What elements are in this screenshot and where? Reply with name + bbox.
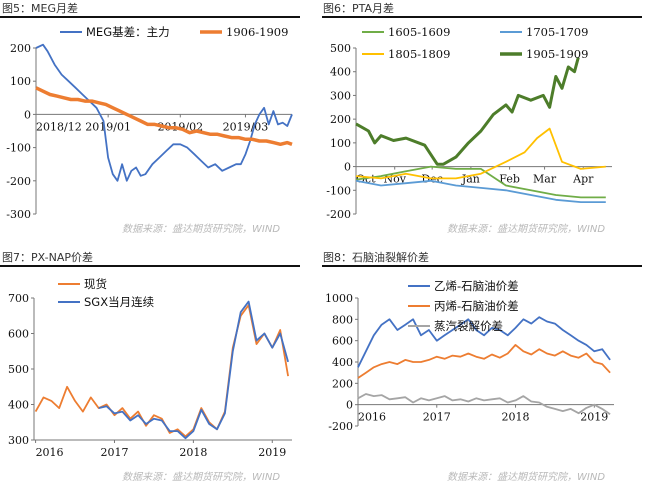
series-line-2: [355, 127, 606, 180]
y-tick-label: 600: [8, 328, 29, 341]
x-tick-label: 2018: [179, 446, 207, 459]
x-tick-label: 2019/02: [157, 120, 203, 133]
y-tick-label: 500: [8, 363, 29, 376]
panel1-top-rule: [0, 16, 300, 18]
y-tick-label: -200: [326, 208, 351, 218]
panel3-chart: 700 600 500 400 300 2016 2017 2018 2019 现货 SGX当月连续: [8, 277, 292, 459]
y-tick-label: 1000: [325, 292, 353, 305]
panel4-source: 数据来源：盛达期货研究院，WIND: [447, 472, 606, 483]
x-tick-label: 2016: [36, 446, 64, 459]
y-tick-label: 200: [10, 42, 31, 55]
y-tick-label: 500: [330, 42, 351, 55]
legend-label: 1805-1809: [388, 47, 450, 61]
series-line-2: [357, 393, 611, 416]
y-tick-label: -200: [328, 420, 353, 433]
y-tick-label: 400: [330, 66, 351, 79]
x-tick-label: 2019/01: [85, 120, 131, 133]
x-tick-label: 2016: [358, 411, 386, 424]
series-line-0: [35, 43, 293, 182]
x-tick-label: 2019: [580, 411, 608, 424]
y-tick-label: 0: [346, 399, 353, 412]
y-tick-label: -100: [326, 184, 351, 197]
x-tick-label: Mar: [533, 173, 557, 186]
legend-label: 1905-1909: [526, 47, 588, 61]
panel1-title: 图5：MEG月差: [2, 2, 78, 15]
panel4-top-rule: [322, 265, 642, 267]
panel4-chart: 1000 800 600 400 200 0 -200 2016 2017 2018 2019 乙烯-…: [325, 279, 614, 433]
legend-label: 乙烯-石脑油价差: [434, 279, 519, 293]
x-tick-label: 2019: [258, 446, 286, 459]
legend-label: 现货: [84, 277, 107, 291]
x-tick-label: Nov: [383, 173, 406, 186]
y-tick-label: 100: [330, 137, 351, 150]
x-tick-label: 2017: [100, 446, 128, 459]
legend-label: SGX当月连续: [84, 295, 154, 309]
y-tick-label: 600: [332, 335, 353, 348]
panel2-top-rule: [322, 16, 642, 18]
series-line-0: [34, 304, 289, 438]
series-line-0: [357, 316, 611, 368]
y-tick-label: 400: [332, 356, 353, 369]
panel3-source: 数据来源：盛达期货研究院，WIND: [122, 472, 281, 483]
x-tick-label: 2018/12: [36, 120, 82, 133]
series-line-3: [355, 57, 580, 166]
series-line-1: [35, 86, 293, 147]
y-tick-label: 200: [332, 377, 353, 390]
y-tick-label: -300: [6, 208, 31, 218]
legend-label: 1906-1909: [226, 25, 288, 39]
panel3-top-rule: [0, 265, 300, 267]
y-tick-label: -100: [6, 142, 31, 155]
legend-label: MEG基差：主力: [86, 25, 170, 39]
x-tick-label: Apr: [572, 173, 594, 186]
x-tick-label: 2018: [502, 411, 530, 424]
y-tick-label: 0: [24, 108, 31, 121]
y-tick-label: 400: [8, 399, 29, 412]
y-tick-label: -200: [6, 175, 31, 188]
panel4-title: 图8：石脑油裂解价差: [323, 251, 429, 264]
legend-label: 1605-1609: [388, 25, 450, 39]
panel1-chart: 200 100 0 -100 -200 -300 2018/12 2019/01 2019/02…: [6, 25, 293, 218]
y-tick-label: 200: [330, 113, 351, 126]
series-line-1: [355, 179, 606, 204]
panel3-title: 图7：PX-NAP价差: [2, 251, 93, 264]
y-tick-label: 700: [8, 292, 29, 305]
legend-label: 丙烯-石脑油价差: [434, 299, 519, 313]
panel2-title: 图6：PTA月差: [323, 2, 395, 15]
y-tick-label: 100: [10, 75, 31, 88]
panel1-source: 数据来源：盛达期货研究院，WIND: [122, 224, 281, 235]
legend-label: 蒸汽裂解价差: [434, 319, 503, 333]
y-tick-label: 300: [8, 434, 29, 447]
series-line-1: [98, 300, 289, 440]
y-tick-label: 0: [344, 161, 351, 174]
x-tick-label: 2017: [423, 411, 451, 424]
x-tick-label: Feb: [499, 173, 520, 186]
y-tick-label: 800: [332, 313, 353, 326]
x-tick-label: 2019/03: [223, 120, 269, 133]
panel2-source: 数据来源：盛达期货研究院，WIND: [447, 224, 606, 235]
series-line-1: [357, 344, 611, 379]
legend-label: 1705-1709: [526, 25, 588, 39]
series-line-0: [355, 165, 606, 199]
y-tick-label: 300: [330, 89, 351, 102]
